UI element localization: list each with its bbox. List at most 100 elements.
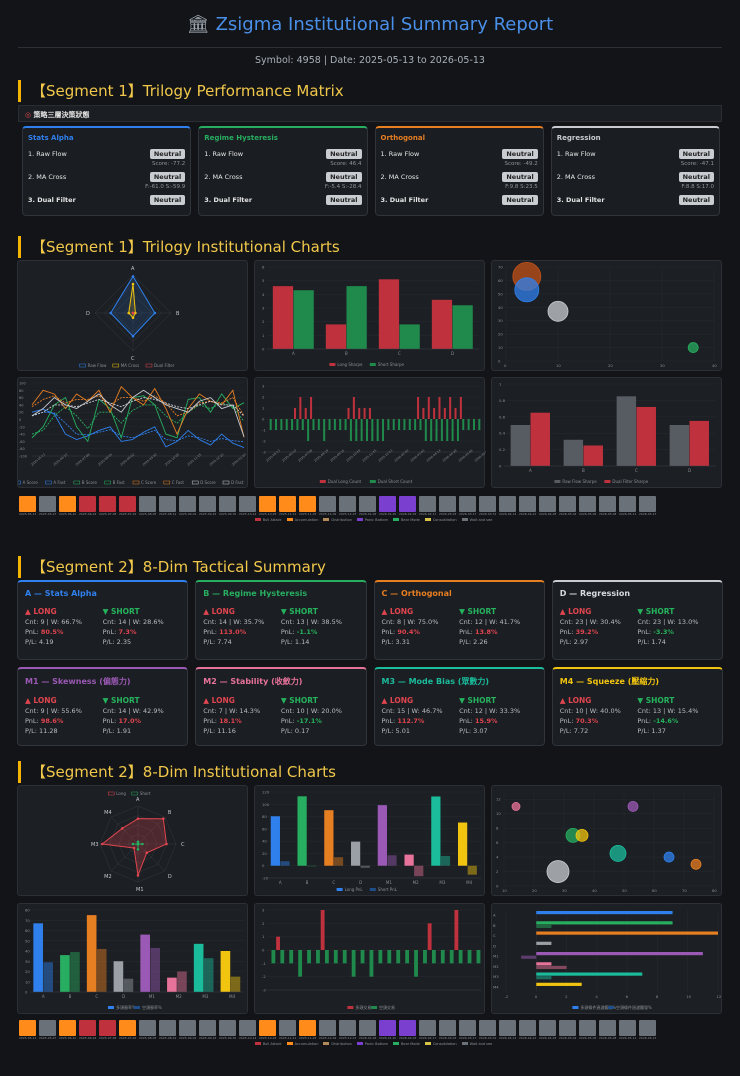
bar-1: [424, 419, 427, 441]
dim-long-pf: P/L: 11.28: [25, 726, 58, 735]
dim-short-label: ▼ SHORT: [102, 607, 140, 616]
tick-label: 0: [19, 418, 21, 422]
bar-0: [325, 324, 347, 349]
date-label: 2025-07-08: [99, 512, 116, 516]
bar-1: [280, 950, 285, 964]
bar-1: [478, 419, 481, 430]
bar-0: [454, 910, 459, 950]
tick-label: 0: [262, 863, 265, 868]
date-label: 2025-07-08: [297, 448, 313, 462]
dim-short-pf: P/L: 1.91: [102, 726, 132, 735]
radar-point: [136, 848, 140, 851]
tick-label: 12: [717, 994, 722, 999]
tick-label: 60: [262, 826, 267, 831]
legend-label: Long Sharpe: [337, 362, 363, 367]
tick-label: 12: [496, 797, 501, 802]
legend-label: Short Sharpe: [378, 362, 405, 367]
pnl-value: 15.9%: [474, 716, 498, 725]
strategy-card: Regime Hysteresis 1. Raw Flow Neutral Score…: [198, 126, 368, 216]
bar-0: [368, 408, 371, 419]
tick-label: 8: [656, 994, 659, 999]
radar-axis-label: M4: [104, 810, 112, 816]
dim-long-column: ▲ LONG Cnt: 9 | W: 66.7% PnL: 80.5% P/L: 4.…: [25, 607, 103, 647]
legend-label: Consolidation: [432, 1042, 457, 1046]
heatmap-cell: [339, 1020, 356, 1036]
date-label: 2026-03-17: [459, 512, 476, 516]
radar-point: [132, 846, 136, 850]
pnl-prefix: PnL:: [381, 628, 398, 636]
date-label: 2026-05-13: [639, 1036, 656, 1040]
bar-1: [291, 419, 294, 430]
tick-label: 50: [622, 888, 627, 893]
radar-point: [141, 842, 144, 846]
category-label: B: [69, 994, 72, 999]
bar-0: [358, 408, 361, 419]
dim-long-pf: P/L: 5.01: [381, 726, 410, 735]
heatmap-cell: [459, 1020, 476, 1036]
bar-1: [280, 861, 290, 866]
radar-point: [162, 817, 165, 820]
bar-1: [203, 958, 214, 992]
legend-label: Dual Filter Sharpe: [612, 479, 648, 484]
bar-1: [280, 419, 283, 430]
heatmap-cell: [539, 1020, 556, 1036]
strategy-row: 3. Dual Filter Neutral: [204, 195, 362, 205]
strategy-name: Orthogonal: [380, 134, 425, 142]
date-label: 2026-01-06: [359, 1036, 376, 1040]
legend-swatch: [424, 1042, 431, 1045]
date-label: 2025-11-11: [279, 1036, 296, 1040]
legend-swatch: [191, 480, 199, 485]
heatmap-cell: [299, 496, 316, 512]
tick-label: 80: [262, 814, 267, 819]
bar-0: [294, 408, 297, 419]
heatmap-cell: [299, 1020, 316, 1036]
pnl-prefix: PnL:: [459, 628, 475, 636]
pnl-value: 7.3%: [118, 628, 137, 636]
strategy-row-meta: F:8.8 S:17.0: [681, 184, 714, 190]
dim-short-column: ▼ SHORT Cnt: 14 | W: 42.9% PnL: 17.0% P/L: …: [103, 696, 181, 736]
dim-short-count: Cnt: 14 | W: 28.6%: [102, 618, 164, 626]
strategy-row-label: 1. Raw Flow: [28, 150, 67, 158]
chart-panel-lines: -100 -80 -60 -40 -20 0 20 40 60 80 100 2025-05-13 20…: [14, 377, 248, 488]
dim-short-column: ▼ SHORT Cnt: 13 | W: 15.4% PnL: -14.6% P/L:…: [637, 696, 715, 736]
date-label: 2026-05-13: [474, 448, 486, 462]
strategy-row-meta: F:-61.0 S:-59.9: [145, 184, 186, 190]
date-label: 2025-05-27: [39, 1036, 56, 1040]
date-label: 2025-09-30: [142, 452, 158, 466]
hbar-0: [536, 982, 582, 986]
date-label: 2026-03-03: [410, 448, 426, 462]
date-label: 2025-09-16: [199, 1036, 216, 1040]
radar-point: [131, 842, 135, 846]
bar-1: [435, 419, 438, 441]
pnl-value: -17.1%: [296, 716, 322, 725]
legend-label: Dual Short Count: [378, 479, 413, 484]
heatmap-cell: [39, 1020, 56, 1036]
dim-short-label: ▼ SHORT: [280, 695, 318, 705]
strategy-row: 1. Raw Flow Neutral: [557, 149, 714, 159]
radar-point: [131, 311, 135, 315]
dim-short-pf: P/L: 0.17: [280, 726, 310, 735]
dim-short-pf: P/L: 2.26: [459, 638, 488, 646]
legend-swatch: [554, 480, 561, 483]
tick-label: 10: [498, 345, 503, 350]
dim-long-column: ▲ LONG Cnt: 9 | W: 55.6% PnL: 98.6% P/L: 11…: [25, 696, 103, 736]
legend-swatch: [104, 480, 111, 485]
heatmap-cell: [179, 1020, 196, 1036]
chart-panel-radar-1: A B C D Raw Flow MA Cross Dual Filter: [17, 260, 248, 371]
bar-1: [396, 950, 401, 964]
category-label: C: [493, 933, 496, 938]
legend-label: A Fast: [53, 480, 65, 485]
dim-columns: ▲ LONG Cnt: 9 | W: 55.6% PnL: 98.6% P/L: 11…: [25, 696, 180, 736]
legend-label: 空頭交易: [379, 1004, 395, 1010]
tick-label: 1: [262, 934, 265, 939]
date-label: 2026-04-14: [499, 1036, 516, 1040]
tick-label: 60: [652, 888, 657, 893]
radar-spoke: [137, 816, 166, 845]
dim-long-column: ▲ LONG Cnt: 7 | W: 14.3% PnL: 18.1% P/L: 11…: [203, 696, 281, 736]
dim-long-pnl-row: PnL: 18.1%: [203, 716, 281, 726]
dim-short-column: ▼ SHORT Cnt: 12 | W: 33.3% PnL: 15.9% P/L: …: [459, 696, 537, 736]
legend-swatch: [369, 480, 376, 483]
bar-1: [355, 419, 358, 441]
date-label: 2026-05-08: [599, 1036, 616, 1040]
hbar-0: [536, 972, 643, 976]
